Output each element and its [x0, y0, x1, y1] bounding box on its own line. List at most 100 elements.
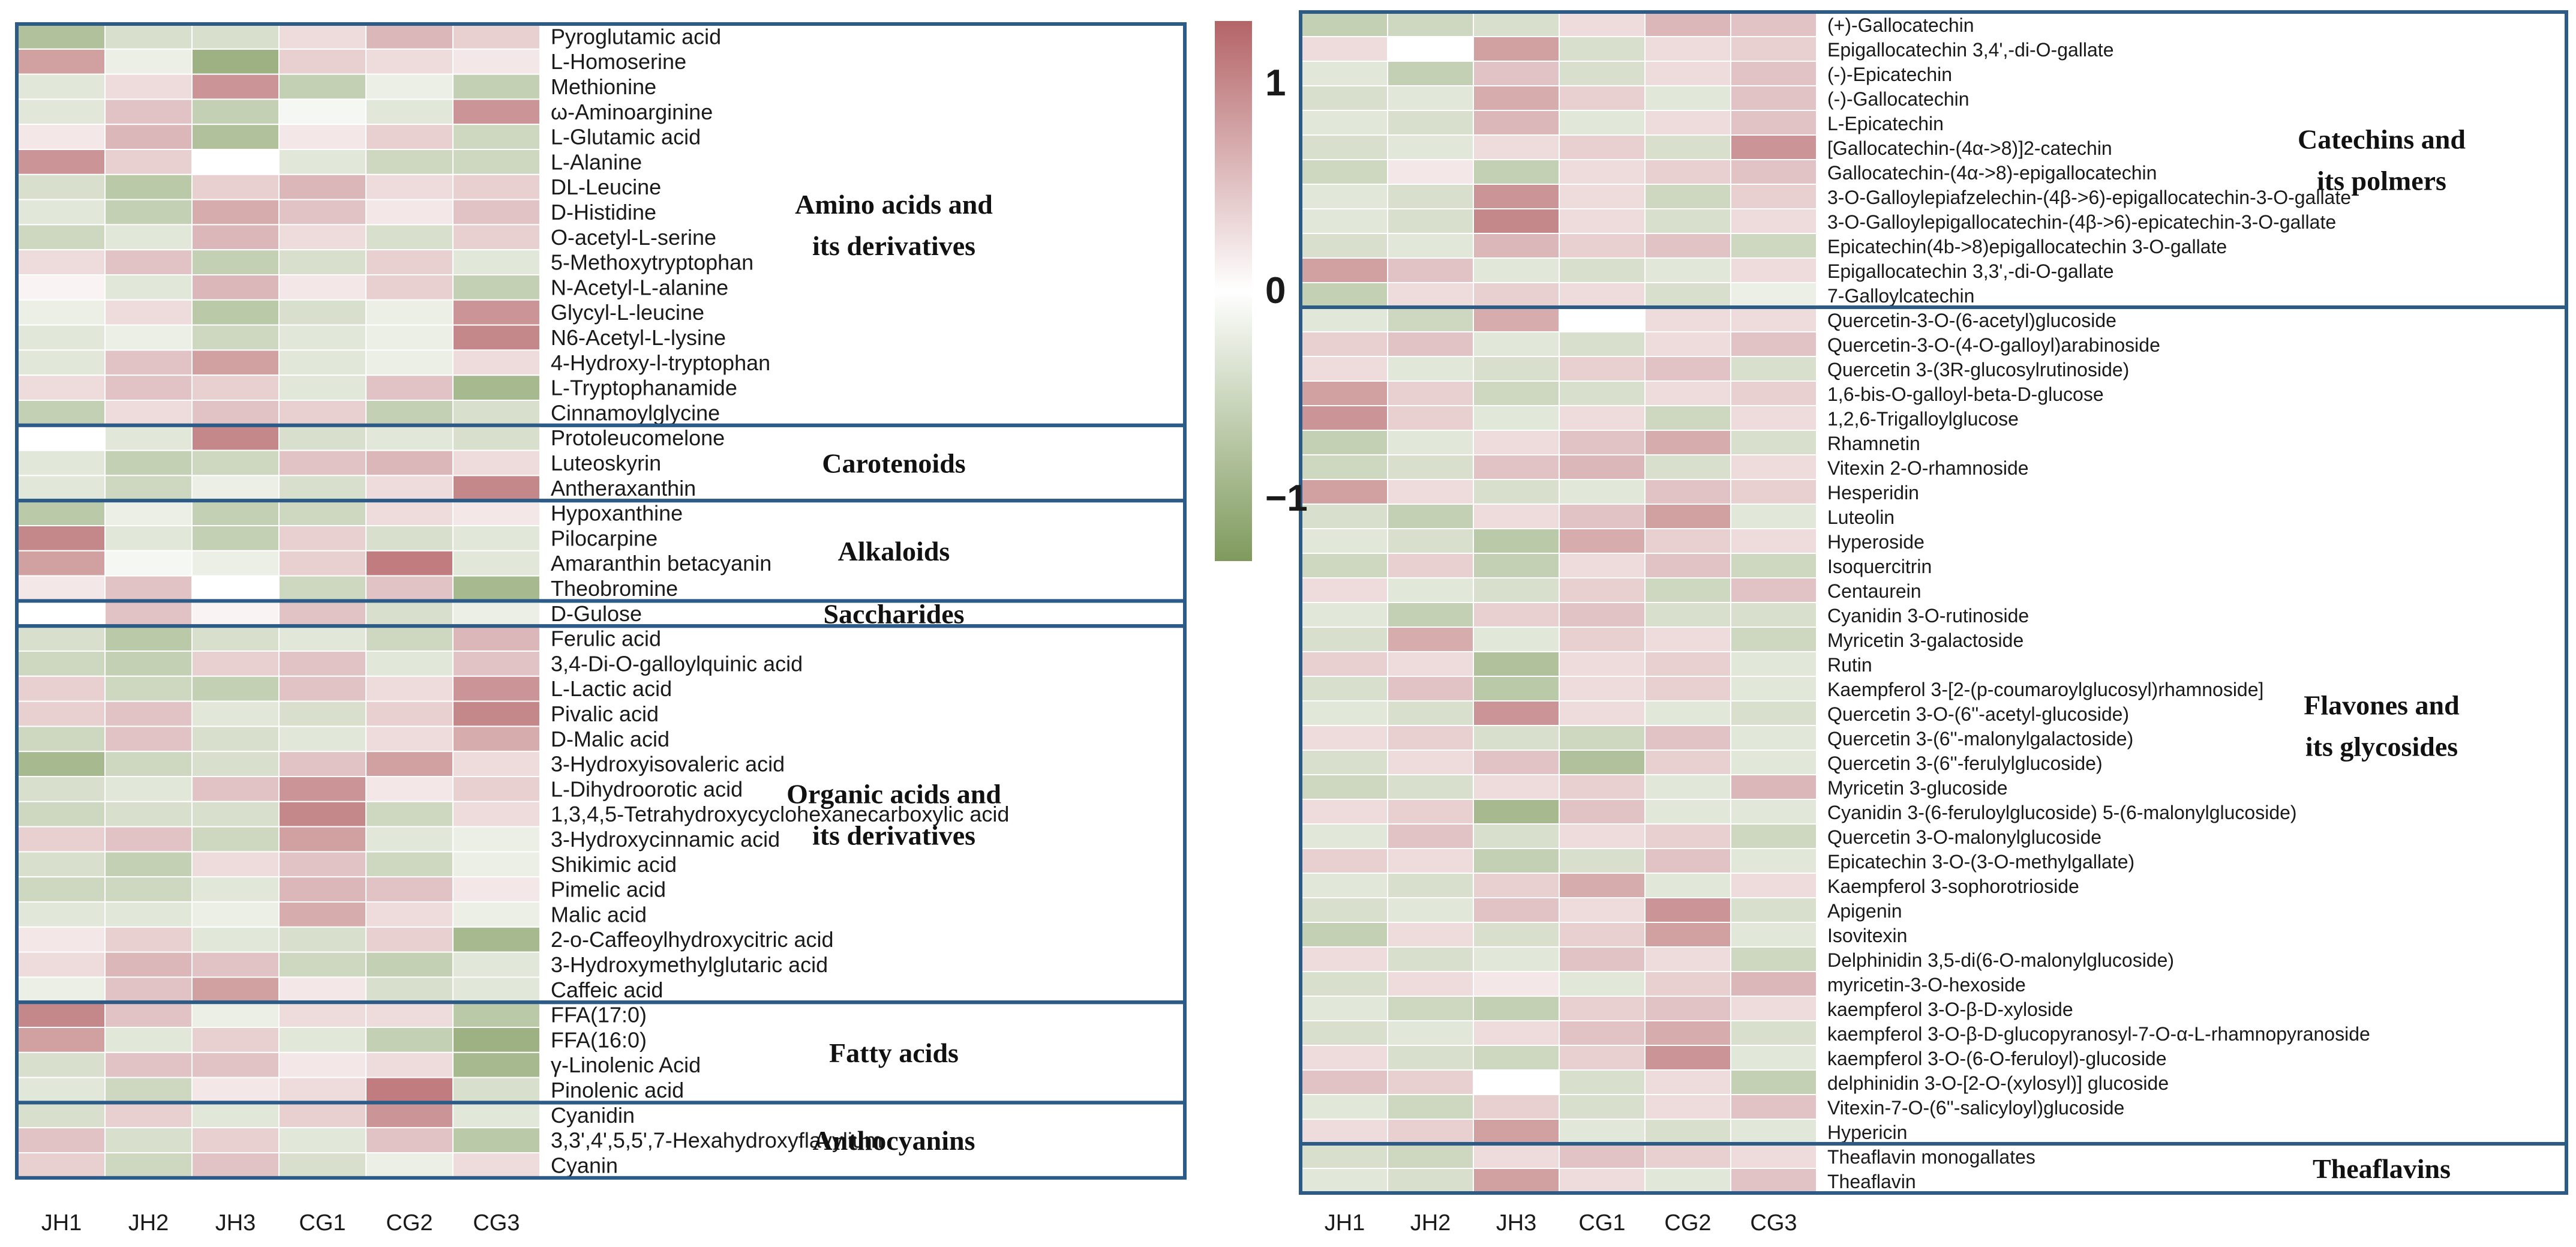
metabolite-label: Epigallocatechin 3,4',-di-O-gallate	[1827, 39, 2113, 61]
heatmap-cell	[1301, 208, 1388, 234]
heatmap-cell	[1387, 799, 1474, 825]
metabolite-label: Cyanidin 3-(6-feruloylglucoside) 5-(6-ma…	[1827, 802, 2297, 823]
heatmap-cell	[1473, 799, 1560, 825]
heatmap-cell	[191, 550, 280, 577]
heatmap-cell	[1301, 233, 1388, 259]
heatmap-cell	[1644, 528, 1731, 554]
heatmap-cell	[1730, 627, 1817, 652]
metabolite-label: FFA(17:0)	[551, 1003, 647, 1027]
heatmap-cell	[1473, 1069, 1560, 1095]
heatmap-cell	[1559, 700, 1646, 726]
heatmap-cell	[191, 776, 280, 802]
heatmap-cell	[191, 1002, 280, 1028]
heatmap-cell	[1387, 676, 1474, 702]
sample-label-jh3: JH3	[1496, 1210, 1537, 1236]
metabolite-label: (+)-Gallocatechin	[1827, 14, 1974, 36]
heatmap-cell	[278, 249, 367, 276]
heatmap-cell	[1387, 700, 1474, 726]
heatmap-cell	[1473, 85, 1560, 111]
heatmap-cell	[1473, 873, 1560, 898]
heatmap-cell	[104, 826, 193, 853]
heatmap-cell	[1730, 307, 1817, 332]
heatmap-cell	[452, 751, 541, 777]
heatmap-cell	[191, 675, 280, 702]
heatmap-cell	[1473, 627, 1560, 652]
heatmap-cell	[1730, 184, 1817, 209]
heatmap-cell	[452, 776, 541, 802]
heatmap-cell	[191, 951, 280, 978]
heatmap-cell	[365, 124, 454, 150]
heatmap-cell	[278, 324, 367, 351]
heatmap-cell	[1559, 602, 1646, 628]
metabolite-label: FFA(16:0)	[551, 1027, 647, 1052]
heatmap-cell	[17, 901, 106, 928]
heatmap-cell	[1387, 331, 1474, 357]
heatmap-cell	[17, 173, 106, 200]
heatmap-cell	[1730, 430, 1817, 455]
heatmap-cell	[104, 1077, 193, 1104]
heatmap-cell	[365, 48, 454, 75]
heatmap-cell	[452, 124, 541, 150]
heatmap-cell	[1473, 1119, 1560, 1144]
group-name: Amino acids and	[795, 189, 993, 220]
heatmap-cell	[17, 1077, 106, 1104]
heatmap-cell	[452, 700, 541, 727]
heatmap-cell	[1473, 380, 1560, 406]
heatmap-cell	[17, 249, 106, 276]
heatmap-cell	[1730, 725, 1817, 751]
heatmap-cell	[1644, 257, 1731, 283]
heatmap-cell	[278, 926, 367, 953]
heatmap-cell	[1301, 774, 1388, 800]
heatmap-cell	[1473, 553, 1560, 578]
heatmap-cell	[1301, 996, 1388, 1021]
heatmap-cell	[452, 1102, 541, 1129]
heatmap-cell	[452, 149, 541, 175]
heatmap-cell	[1730, 750, 1817, 775]
heatmap-cell	[104, 700, 193, 727]
heatmap-cell	[1559, 1094, 1646, 1120]
heatmap-cell	[1473, 750, 1560, 775]
heatmap-cell	[1644, 1168, 1731, 1194]
heatmap-cell	[365, 424, 454, 451]
heatmap-cell	[365, 1077, 454, 1104]
heatmap-cell	[1559, 946, 1646, 972]
metabolite-label: L-Tryptophanamide	[551, 376, 737, 400]
heatmap-cell	[104, 98, 193, 125]
heatmap-cell	[452, 1152, 541, 1179]
heatmap-cell	[1644, 774, 1731, 800]
heatmap-cell	[191, 224, 280, 251]
heatmap-cell	[1387, 282, 1474, 308]
heatmap-cell	[1644, 848, 1731, 874]
heatmap-cell	[1473, 725, 1560, 751]
heatmap-cell	[17, 1002, 106, 1028]
heatmap-cell	[191, 1102, 280, 1129]
heatmap-cell	[452, 23, 541, 50]
heatmap-cell	[1387, 774, 1474, 800]
heatmap-cell	[452, 826, 541, 853]
heatmap-cell	[1644, 1119, 1731, 1144]
heatmap-cell	[104, 525, 193, 551]
heatmap-cell	[365, 249, 454, 276]
heatmap-cell	[452, 274, 541, 301]
heatmap-cell	[1730, 233, 1817, 259]
heatmap-cell	[365, 1027, 454, 1053]
group-name: Anthocyanins	[813, 1125, 975, 1156]
heatmap-cell	[278, 1002, 367, 1028]
heatmap-cell	[104, 751, 193, 777]
group-name: Saccharides	[823, 598, 964, 629]
heatmap-cell	[1301, 307, 1388, 332]
heatmap-cell	[1644, 454, 1731, 480]
heatmap-cell	[1559, 528, 1646, 554]
heatmap-cell	[17, 826, 106, 853]
heatmap-cell	[104, 173, 193, 200]
heatmap-cell	[1387, 1045, 1474, 1071]
heatmap-cell	[104, 625, 193, 652]
heatmap-cell	[191, 1127, 280, 1153]
heatmap-cell	[1730, 208, 1817, 234]
heatmap-cell	[1644, 405, 1731, 431]
heatmap-cell	[17, 400, 106, 426]
heatmap-cell	[452, 1127, 541, 1153]
heatmap-cell	[1301, 257, 1388, 283]
heatmap-cell	[278, 500, 367, 527]
heatmap-cell	[191, 726, 280, 753]
